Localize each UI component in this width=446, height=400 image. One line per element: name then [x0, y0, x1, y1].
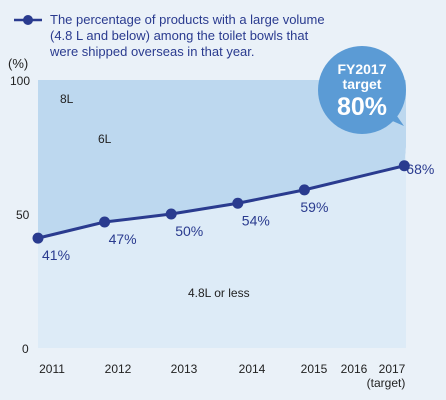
- region-label-8l: 8L: [60, 92, 74, 106]
- data-point-2014: [232, 197, 244, 209]
- x-tick-label-2016: 2016: [341, 362, 368, 376]
- target-badge-year: FY2017: [337, 61, 386, 77]
- target-badge-circle: [318, 46, 406, 134]
- target-badge-value: 80%: [337, 93, 387, 121]
- data-point-2015: [298, 184, 310, 196]
- data-label-2011: 41%: [42, 247, 70, 263]
- region-label-4-8l-or-less: 4.8L or less: [188, 286, 250, 300]
- x-tick-label-2017: 2017: [379, 362, 406, 376]
- legend-point-marker: [23, 15, 33, 25]
- y-tick-label-0: 0: [22, 342, 29, 356]
- area-4-8l-or-less: [38, 147, 406, 348]
- data-label-2012: 47%: [109, 231, 137, 247]
- y-axis-unit: (%): [8, 56, 28, 71]
- legend-line-2: (4.8 L and below) among the toilet bowls…: [50, 28, 309, 43]
- area-8l-6l: [38, 80, 406, 239]
- x-tick-sublabel-2017: (target): [367, 376, 406, 390]
- x-axis-ticks: 2011 2012 2013 2014 2015 2016 2017(target): [39, 362, 406, 390]
- data-label-2014: 54%: [242, 212, 270, 228]
- x-tick-label-2013: 2013: [171, 362, 198, 376]
- data-point-2013: [165, 208, 177, 220]
- series-line: [37, 164, 405, 240]
- region-label-6l: 6L: [98, 132, 112, 146]
- data-point-2011: [32, 232, 44, 244]
- data-label-2016.5: 68%: [406, 161, 434, 177]
- legend-line-3: were shipped overseas in that year.: [49, 44, 255, 59]
- legend: The percentage of products with a large …: [14, 12, 325, 59]
- y-tick-label-100: 100: [10, 74, 30, 88]
- series-data-labels: 41% 47% 50% 54% 59% 68%: [42, 161, 434, 263]
- data-label-2013: 50%: [175, 223, 203, 239]
- x-tick-label-2012: 2012: [105, 362, 132, 376]
- x-tick-label-2011: 2011: [39, 362, 65, 376]
- data-point-2012: [99, 216, 111, 228]
- target-badge-word: target: [343, 76, 382, 92]
- x-tick-label-2014: 2014: [239, 362, 266, 376]
- x-tick-label-2015: 2015: [301, 362, 328, 376]
- data-point-2016.5: [398, 160, 410, 172]
- series-points: [32, 160, 410, 244]
- y-tick-label-50: 50: [16, 208, 30, 222]
- legend-line-1: The percentage of products with a large …: [50, 12, 325, 27]
- target-badge: FY2017 target 80%: [318, 46, 406, 134]
- data-label-2015: 59%: [300, 199, 328, 215]
